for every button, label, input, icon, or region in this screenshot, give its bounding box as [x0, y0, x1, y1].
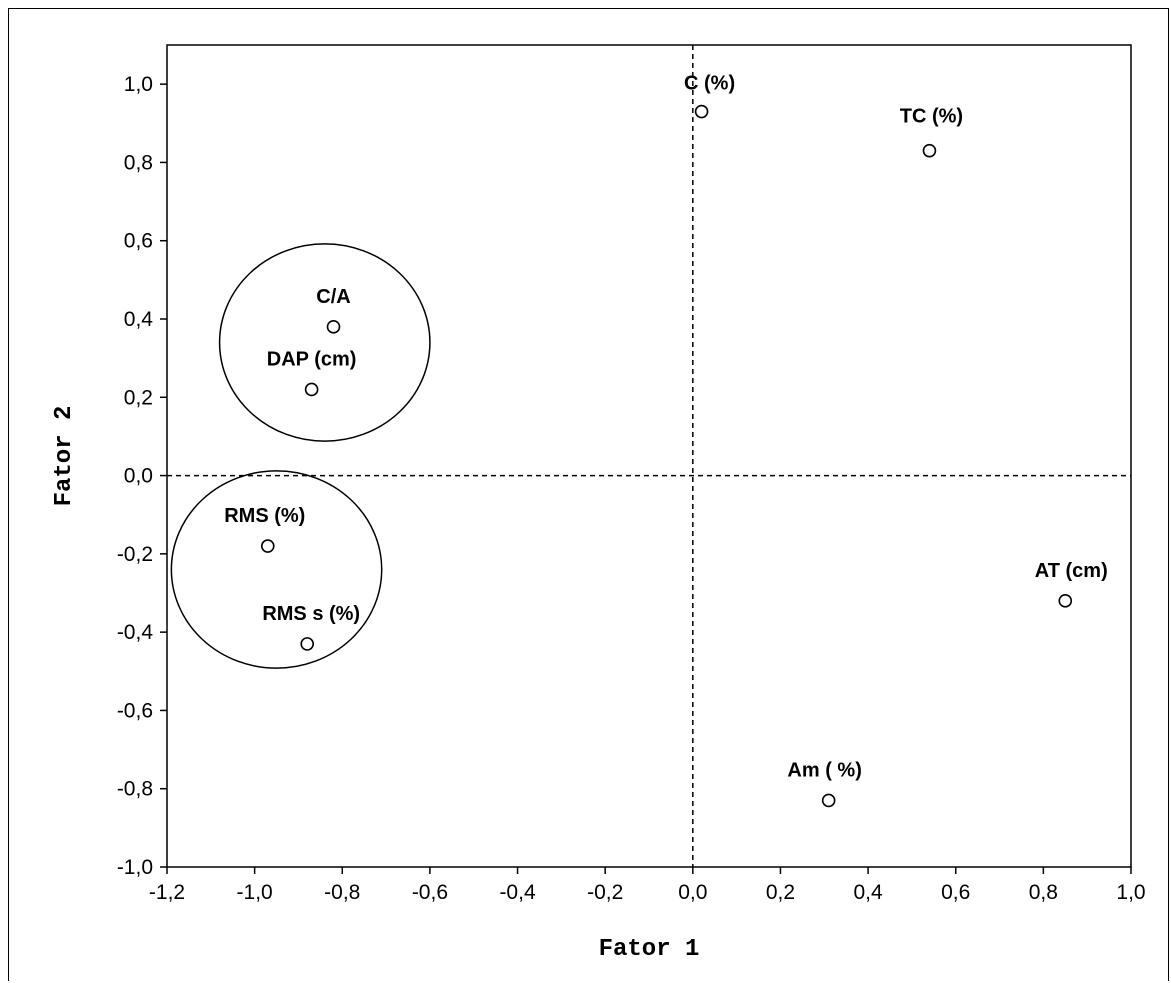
data-point [326, 320, 341, 334]
point-label: C/A [316, 286, 350, 308]
y-tick-label: 0,4 [124, 308, 154, 331]
data-point [694, 104, 709, 119]
data-point [922, 143, 937, 158]
point-label: Am ( %) [787, 759, 861, 781]
x-tick-label: -0,8 [324, 881, 360, 904]
x-tick-label: -1,2 [149, 881, 185, 904]
data-point [300, 637, 315, 651]
point-label: TC (%) [900, 106, 963, 128]
data-point [821, 793, 836, 808]
point-label: RMS s (%) [262, 603, 360, 625]
x-tick-label: -1,0 [237, 881, 273, 904]
data-point [304, 382, 319, 397]
x-tick-label: 0,6 [941, 881, 970, 904]
y-tick-label: -0,8 [117, 778, 153, 801]
plot-area [166, 44, 1132, 868]
data-point [260, 539, 275, 553]
group-circle-2 [170, 470, 383, 669]
point-label: DAP (cm) [267, 348, 357, 370]
y-tick-label: -0,4 [117, 621, 154, 644]
y-tick-label: -1,0 [117, 856, 153, 879]
y-tick-label: 0,0 [124, 465, 153, 488]
x-tick-label: -0,4 [499, 881, 536, 904]
y-tick-label: 0,2 [124, 386, 153, 409]
figure-frame [8, 8, 1169, 981]
x-axis-label: Fator 1 [599, 936, 700, 963]
x-tick-label: 0,0 [678, 881, 707, 904]
x-tick-label: 0,4 [853, 881, 883, 904]
y-tick-label: 0,8 [124, 151, 153, 174]
x-tick-label: 1,0 [1116, 881, 1145, 904]
x-tick-label: 0,8 [1029, 881, 1058, 904]
group-circle-1 [218, 243, 431, 442]
y-tick-label: 0,6 [124, 230, 153, 253]
x-tick-label: -0,2 [587, 881, 623, 904]
point-label: AT (cm) [1035, 560, 1108, 582]
y-axis-label: Fator 2 [51, 406, 78, 507]
x-tick-label: 0,2 [766, 881, 795, 904]
point-label: RMS (%) [224, 505, 305, 527]
y-tick-label: 1,0 [124, 73, 153, 96]
data-point [1058, 594, 1073, 608]
y-tick-label: -0,2 [117, 543, 153, 566]
y-tick-label: -0,6 [117, 699, 153, 722]
point-label: C (%) [684, 73, 735, 95]
x-tick-label: -0,6 [412, 881, 448, 904]
